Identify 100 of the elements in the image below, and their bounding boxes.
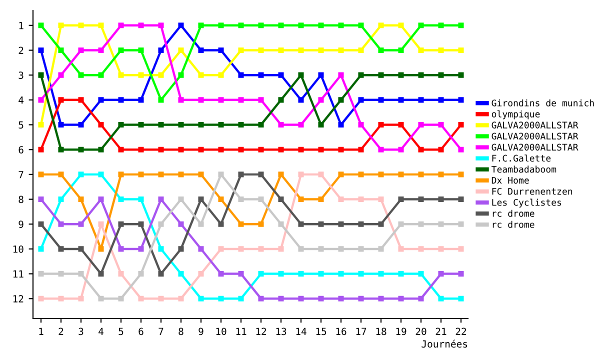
point [358, 296, 364, 302]
point [98, 47, 104, 54]
point [198, 22, 204, 28]
point [278, 271, 284, 277]
x-tick-label: 10 [216, 328, 226, 336]
point [98, 146, 104, 152]
point [138, 271, 144, 277]
point [118, 196, 124, 202]
point [298, 296, 304, 302]
point [198, 146, 204, 152]
point [458, 221, 464, 227]
y-tick-label: 12 [13, 295, 24, 302]
point [258, 97, 264, 103]
point [418, 172, 424, 178]
point [138, 72, 144, 78]
legend-label: rc drome [492, 220, 534, 228]
y-tick-label: 3 [18, 72, 24, 79]
point [178, 122, 184, 128]
point [298, 47, 304, 54]
point [358, 146, 364, 152]
point [378, 196, 384, 202]
x-tick-label: 21 [436, 328, 446, 335]
point [78, 246, 84, 252]
point [418, 296, 424, 302]
point [338, 221, 344, 227]
point [338, 271, 344, 277]
point [138, 22, 144, 28]
point [218, 246, 224, 252]
point [338, 22, 344, 28]
y-tick-label: 8 [18, 196, 24, 204]
point [438, 271, 444, 277]
point [358, 122, 364, 128]
point [398, 296, 404, 302]
point [458, 246, 464, 252]
x-tick-label: 16 [336, 328, 346, 336]
x-tick-label: 8 [178, 328, 184, 336]
point [118, 122, 124, 128]
point [38, 296, 44, 302]
point [258, 47, 264, 54]
point [438, 246, 444, 252]
point [338, 97, 344, 103]
point [178, 221, 184, 227]
point [118, 271, 124, 277]
point [38, 22, 44, 28]
point [178, 72, 184, 78]
legend-label: Girondins de munich [492, 99, 594, 106]
point [418, 122, 424, 128]
point [298, 221, 304, 227]
point [118, 97, 124, 103]
point [278, 122, 284, 128]
point [418, 146, 424, 152]
point [98, 296, 104, 302]
point [338, 246, 344, 252]
point [38, 146, 44, 152]
point [98, 271, 104, 277]
point [418, 47, 424, 54]
point [378, 146, 384, 152]
point [178, 196, 184, 202]
x-tick-label: 18 [376, 328, 386, 336]
point [318, 296, 324, 302]
point [338, 122, 344, 128]
point [438, 97, 444, 103]
point [218, 271, 224, 277]
point [338, 72, 344, 78]
point [358, 221, 364, 227]
point [198, 221, 204, 227]
point [78, 221, 84, 227]
y-tick-label: 10 [13, 245, 24, 253]
point [158, 146, 164, 152]
point [98, 172, 104, 178]
x-tick-label: 2 [58, 328, 64, 335]
point [198, 72, 204, 78]
point [438, 22, 444, 28]
point [318, 22, 324, 28]
y-tick-label: 9 [18, 220, 24, 228]
point [298, 72, 304, 78]
point [238, 97, 244, 103]
point [58, 72, 64, 78]
point [138, 47, 144, 54]
point [378, 47, 384, 54]
x-tick-label: 1 [39, 328, 44, 335]
point [298, 97, 304, 103]
point [278, 22, 284, 28]
point [458, 146, 464, 152]
point [38, 271, 44, 277]
point [338, 146, 344, 152]
point [458, 196, 464, 202]
y-tick-label: 1 [19, 22, 24, 30]
point [238, 22, 244, 28]
point [238, 172, 244, 178]
point [198, 47, 204, 54]
point [458, 172, 464, 178]
point [198, 172, 204, 178]
point [58, 271, 64, 277]
legend-label: GALVA2000ALLSTAR [492, 122, 578, 129]
point [218, 47, 224, 54]
point [38, 246, 44, 252]
point [58, 97, 64, 103]
point [198, 122, 204, 128]
x-tick-label: 3 [78, 328, 84, 336]
